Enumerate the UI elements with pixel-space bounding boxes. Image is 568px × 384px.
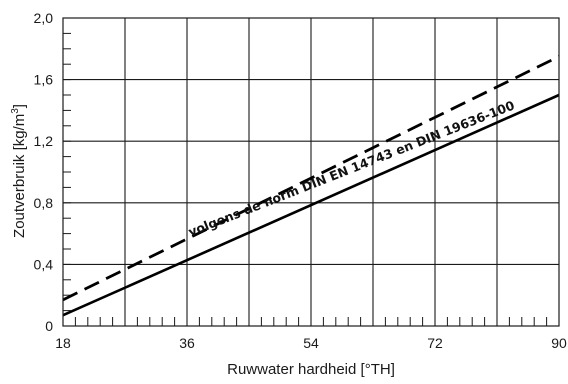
y-tick-label: 0 — [45, 318, 53, 334]
y-axis-title: Zoutverbruik [kg/m3] — [10, 104, 28, 238]
minor-tick-layer — [63, 32, 548, 326]
x-tick-label: 90 — [551, 335, 567, 351]
y-axis-title-close: ] — [11, 104, 28, 108]
tick-label-layer: 18 36 54 72 90 0 0,4 0,8 1,2 1,6 2,0 — [34, 10, 567, 351]
y-tick-label: 0,8 — [34, 195, 54, 211]
y-axis-title-superscript: 3 — [10, 108, 21, 114]
series-layer — [62, 55, 560, 317]
x-tick-label: 54 — [303, 335, 319, 351]
annotation-layer: volgens de norm DIN EN 14743 en DIN 1963… — [186, 97, 517, 239]
x-tick-label: 72 — [427, 335, 443, 351]
norm-annotation: volgens de norm DIN EN 14743 en DIN 1963… — [186, 97, 517, 239]
grid-layer — [63, 18, 559, 326]
x-tick-label: 36 — [179, 335, 195, 351]
y-tick-label: 1,2 — [34, 133, 54, 149]
y-tick-label: 1,6 — [34, 72, 54, 88]
y-tick-label: 2,0 — [34, 10, 54, 26]
consumption-line — [62, 93, 560, 317]
y-axis-title-main: Zoutverbruik [kg/m — [11, 114, 28, 238]
plot-frame — [62, 17, 560, 327]
axis-title-layer: Ruwwater hardheid [°TH] Zoutverbruik [kg… — [10, 104, 395, 378]
x-tick-label: 18 — [55, 335, 71, 351]
x-axis-title: Ruwwater hardheid [°TH] — [227, 361, 395, 378]
y-tick-label: 0,4 — [34, 256, 54, 272]
norm-line — [62, 55, 560, 302]
